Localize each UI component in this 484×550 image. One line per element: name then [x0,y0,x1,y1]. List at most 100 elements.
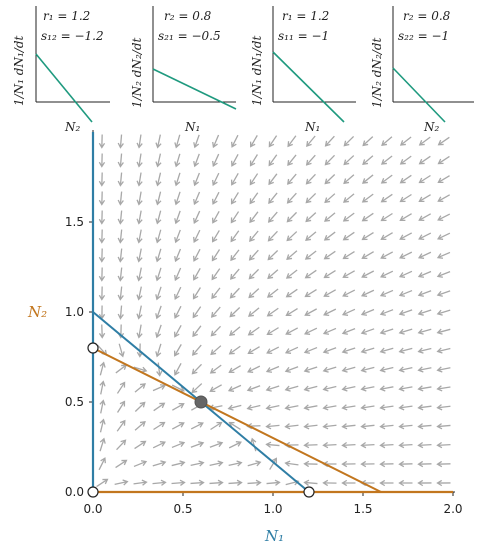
vector-arrow [437,155,450,165]
vector-arrow [98,153,106,168]
vector-arrow [134,440,147,450]
vector-arrow [380,212,393,222]
vector-arrow [342,289,356,297]
x-tick-label: 1.5 [353,502,372,516]
vector-arrow [155,153,162,168]
vector-arrow [209,441,224,448]
vector-arrow [303,346,318,354]
vector-arrow [228,421,241,430]
vector-arrow [266,327,279,336]
vector-arrow [192,268,201,281]
vector-arrow [192,306,202,319]
panel-2-r-label: r₂ = 0.8 [164,9,212,23]
vector-arrow [230,268,240,280]
vector-arrow [209,384,222,393]
vector-arrow [133,460,148,468]
vector-arrow [361,231,374,241]
vector-arrow [172,402,185,411]
vector-arrow [116,400,126,413]
vector-arrow [134,420,146,431]
vector-arrow [399,251,413,259]
vector-arrow [285,288,298,298]
vector-arrow [267,250,279,261]
vector-arrow [304,250,317,260]
vector-arrow [379,479,394,487]
vector-arrow [303,385,318,392]
vector-arrow [323,289,336,298]
vector-arrow [305,212,317,223]
vector-arrow [265,385,280,392]
vector-arrow [116,381,126,394]
vector-arrow [341,441,356,449]
vector-arrow [436,423,451,430]
vector-arrow [303,479,318,486]
vector-arrow [99,437,106,452]
vector-arrow [341,366,356,373]
vector-arrow [287,154,297,167]
vector-arrow [248,268,260,280]
vector-arrow [342,270,355,279]
vector-arrow [399,155,412,165]
y-tick-label: 1.0 [65,305,84,319]
vector-arrow [152,384,167,392]
vector-arrow [117,153,124,168]
vector-arrow [417,366,432,373]
vector-arrow [227,404,242,411]
vector-arrow [305,231,317,241]
vector-arrow [174,172,181,187]
vector-arrow [305,192,317,204]
vector-arrow [173,324,182,338]
vector-arrow [361,174,374,184]
vector-arrow [171,479,186,486]
panel-3-xlabel: N₁ [304,120,320,134]
vector-arrow [436,309,451,316]
vector-arrow [136,248,143,263]
vector-arrow [322,404,337,411]
vector-arrow [174,153,181,168]
vector-arrow [117,191,124,206]
vector-arrow [152,479,167,486]
vector-arrow [398,366,413,373]
x-tick-label: 2.0 [443,502,462,516]
vector-arrow [115,364,128,374]
vector-arrow [418,232,432,240]
vector-arrow [209,460,224,467]
vector-arrow [322,327,337,335]
vector-arrow [155,305,162,320]
vector-arrow [247,326,260,336]
vector-arrow [212,153,220,168]
vector-arrow [99,418,106,433]
vector-arrow [286,250,298,261]
vector-arrow [379,404,394,411]
vector-arrow [324,135,335,147]
vector-arrow [380,270,394,278]
vector-arrow [360,308,375,316]
vector-arrow [304,327,318,335]
vector-arrow [153,421,166,431]
vector-arrow [303,404,318,411]
x-tick-label: 1.0 [263,502,282,516]
vector-arrow [155,229,162,244]
vector-arrow [98,324,106,339]
vector-arrow [98,248,106,263]
vector-arrow [360,347,375,354]
vector-arrow [417,460,432,468]
vector-arrow [360,289,375,297]
x-ticks: 0.0 0.5 1.0 1.5 2.0 [83,492,463,516]
vector-arrow [212,191,220,205]
vector-arrow [247,307,260,317]
vector-arrow [417,479,432,487]
vector-arrow [230,211,240,224]
vector-arrow [380,174,393,184]
vector-arrow [229,287,240,299]
vector-arrow [341,308,356,316]
vector-arrow [230,192,239,205]
panel-2-xlabel: N₁ [184,120,200,134]
panel-2: r₂ = 0.8 s₂₁ = −0.5 1/N₂ dN₂/dt N₁ [130,6,237,134]
vector-arrow [174,191,181,206]
vector-arrow [436,479,451,487]
vector-arrow [230,230,240,243]
vector-arrow [98,229,106,244]
vector-arrow [436,290,451,297]
vector-arrow [193,172,200,187]
